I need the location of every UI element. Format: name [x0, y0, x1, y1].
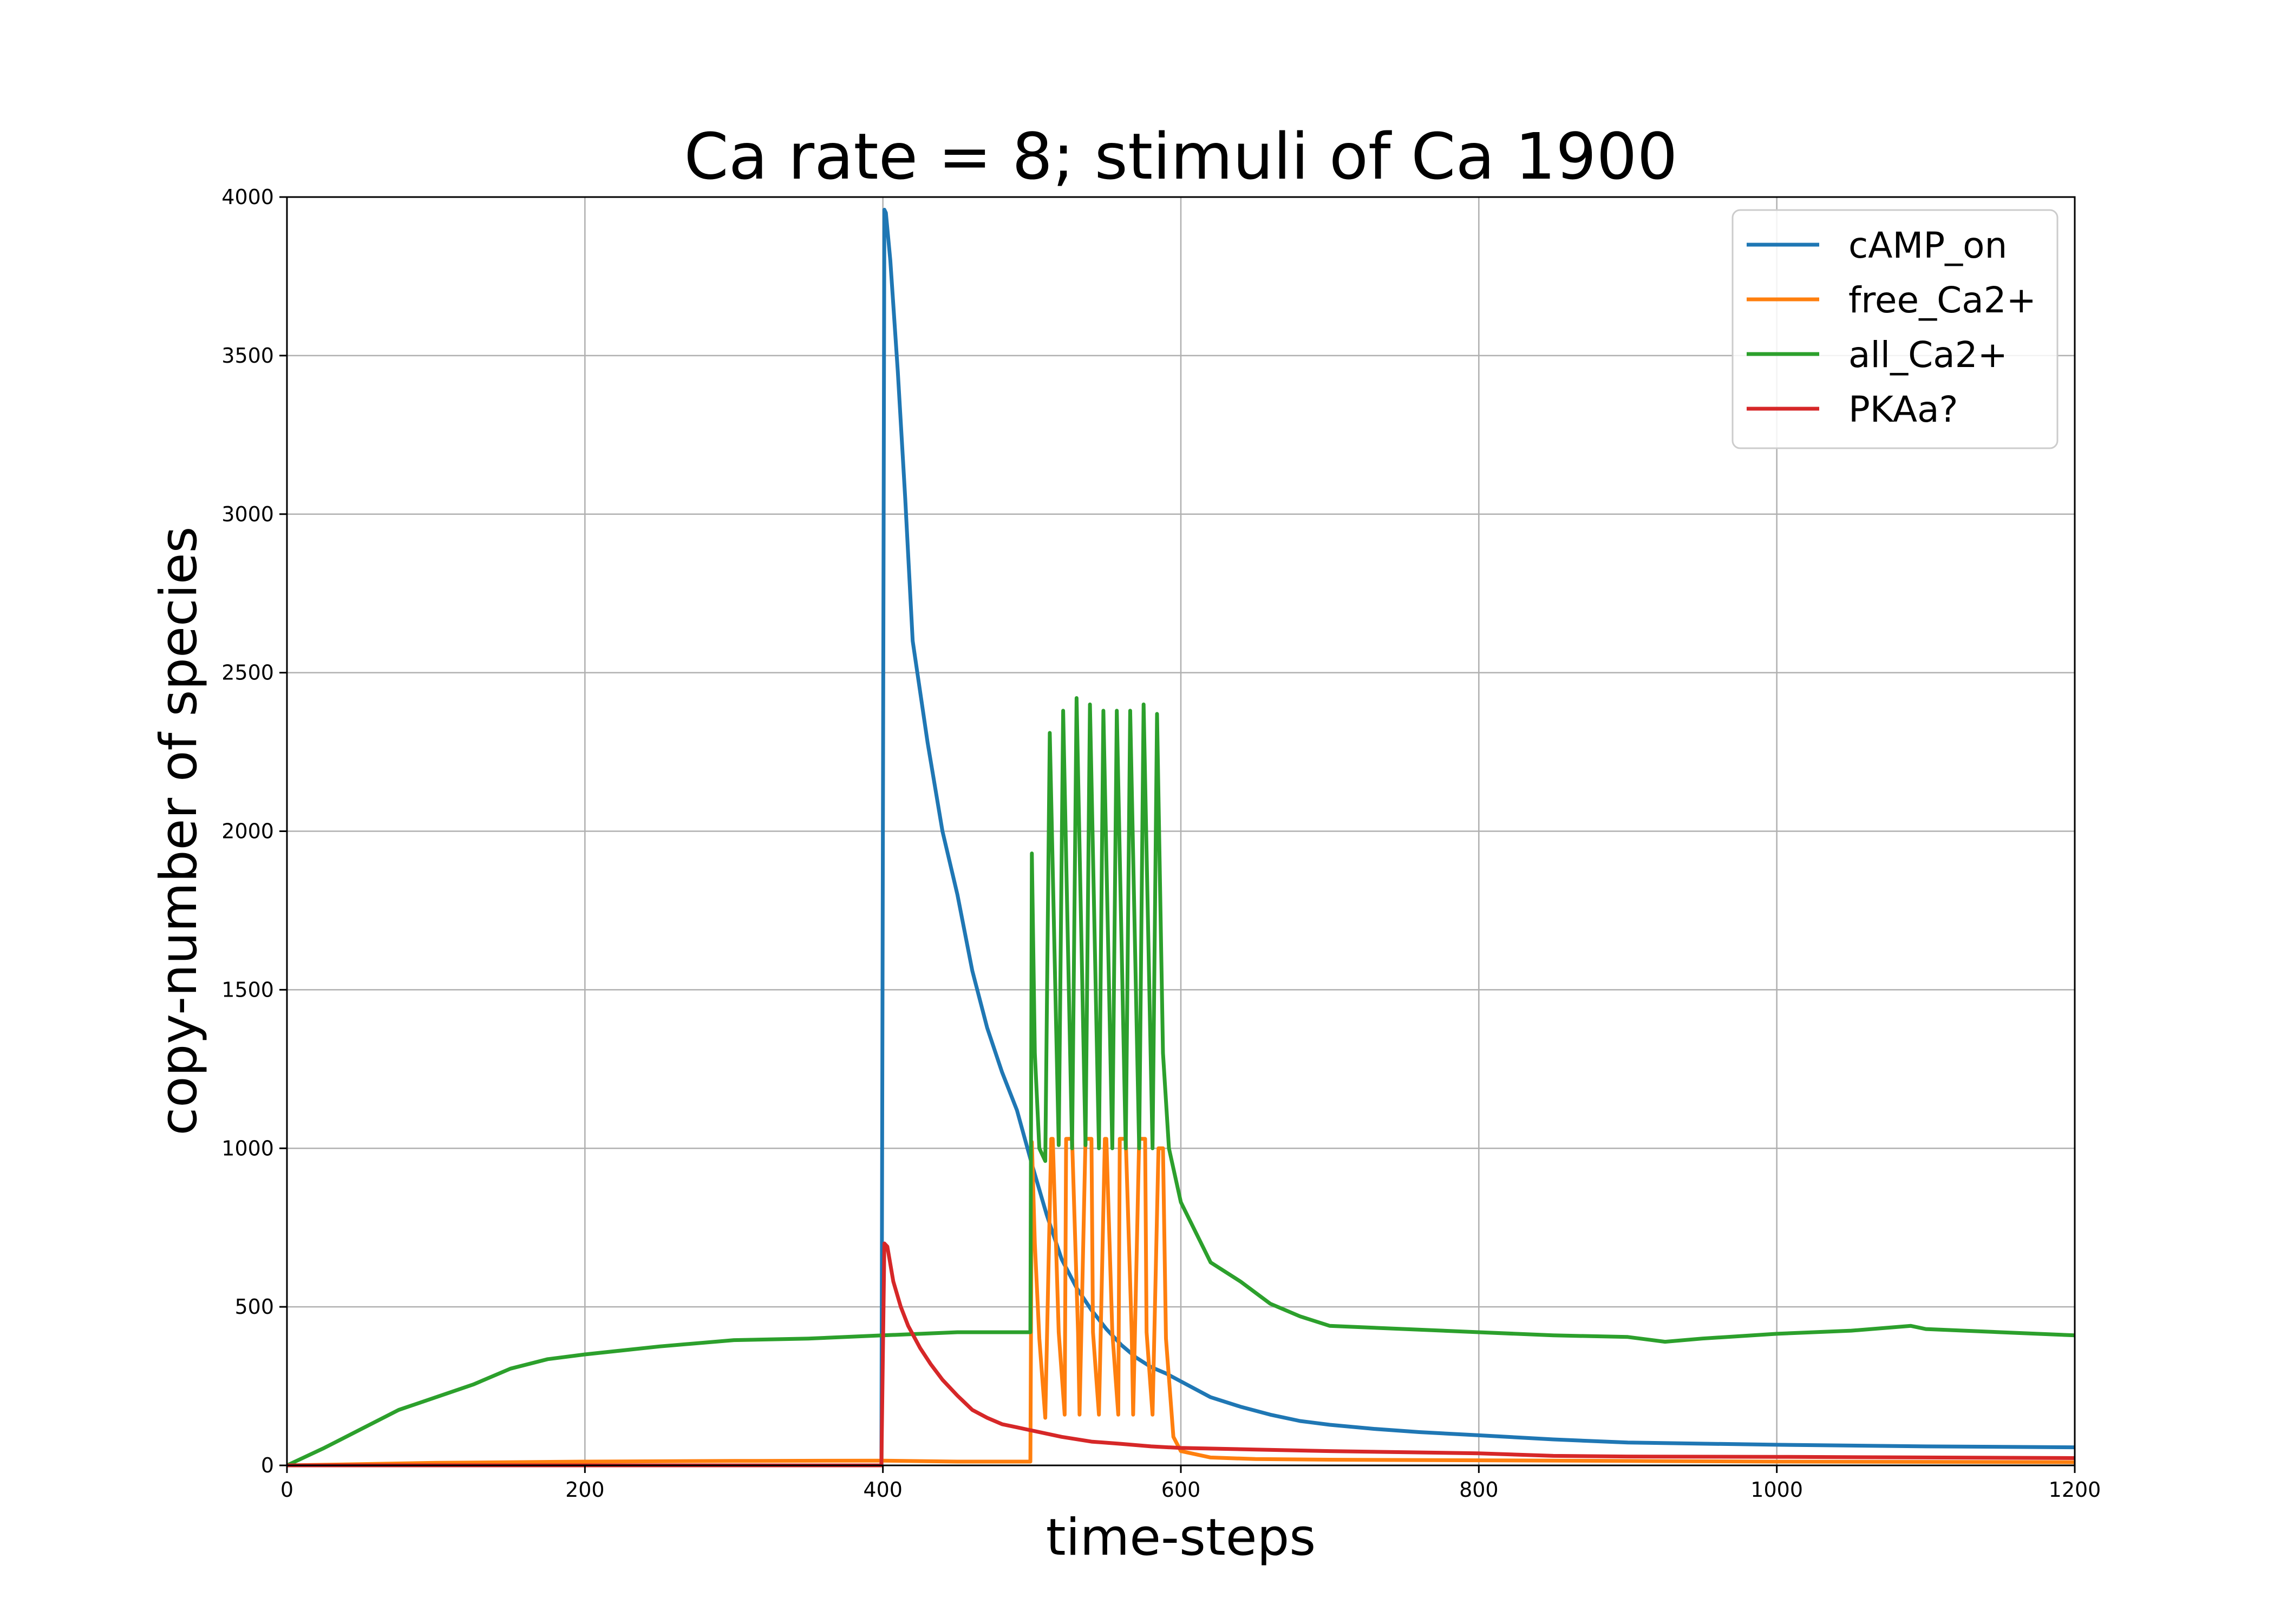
series-line-free-ca2 — [286, 1137, 2075, 1468]
legend: cAMP_on free_Ca2+ all_Ca2+ PKAa? — [1731, 209, 2059, 449]
y-tick-label: 2500 — [221, 661, 274, 685]
x-tick-label: 200 — [565, 1478, 605, 1502]
x-tick-label: 0 — [280, 1478, 293, 1502]
x-tick-label: 1000 — [1750, 1478, 1803, 1502]
x-tick-label: 1200 — [2049, 1478, 2101, 1502]
chart-title: Ca rate = 8; stimuli of Ca 1900 — [684, 119, 1677, 194]
y-tick-label: 1000 — [221, 1136, 274, 1160]
y-tick-label: 0 — [261, 1453, 274, 1477]
x-axis-ticks: 0 200 400 600 800 1000 1200 — [280, 1465, 2101, 1502]
legend-label-all-ca2: all_Ca2+ — [1848, 334, 2008, 376]
legend-label-free-ca2: free_Ca2+ — [1848, 279, 2036, 321]
series-line-pkaa — [287, 1241, 2075, 1468]
y-axis-ticks: 0 500 1000 1500 2000 2500 3000 3500 4000 — [221, 185, 287, 1477]
y-tick-label: 4000 — [221, 185, 274, 209]
y-tick-label: 3500 — [221, 344, 274, 368]
y-tick-label: 500 — [234, 1295, 274, 1319]
x-tick-label: 400 — [863, 1478, 903, 1502]
legend-items: cAMP_on free_Ca2+ all_Ca2+ PKAa? — [1747, 225, 2036, 430]
legend-box — [1731, 209, 2059, 449]
y-axis-label: copy-number of species — [149, 526, 208, 1135]
x-axis-label: time-steps — [1046, 1508, 1316, 1567]
y-tick-label: 2000 — [221, 820, 274, 843]
y-tick-label: 1500 — [221, 978, 274, 1001]
y-tick-label: 3000 — [221, 502, 274, 526]
series-lines — [286, 207, 2075, 1468]
x-tick-label: 600 — [1161, 1478, 1201, 1502]
legend-label-pkaa: PKAa? — [1848, 389, 1958, 430]
x-tick-label: 800 — [1459, 1478, 1499, 1502]
legend-label-camp-on: cAMP_on — [1848, 225, 2007, 266]
series-line-all-ca2 — [286, 696, 2075, 1468]
